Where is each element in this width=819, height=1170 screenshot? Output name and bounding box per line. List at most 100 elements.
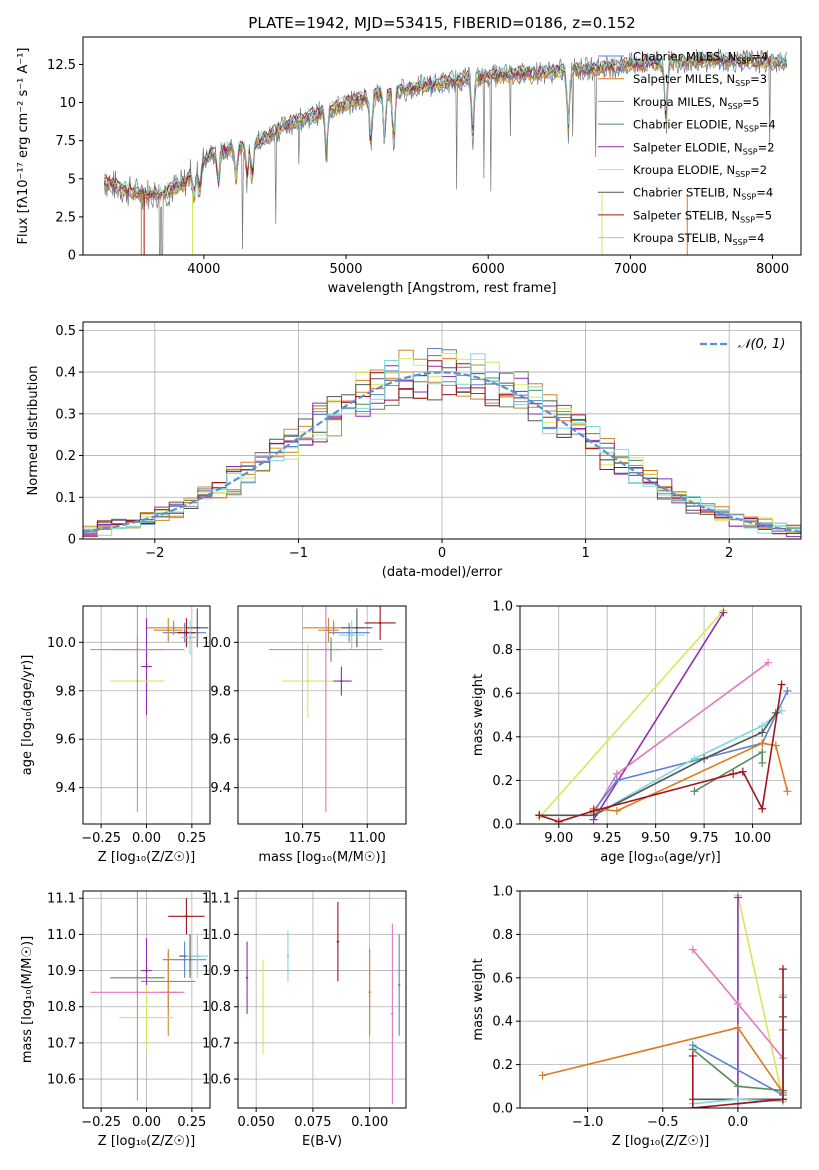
legend-entry: Kroupa MILES, NSSP=5 <box>633 95 759 111</box>
residuals-panel: −2 −1 0 1 2 0 0.1 0.2 0.3 0.4 0.5 (data-model)/erro… <box>26 321 802 580</box>
y-tick-label: 0.8 <box>492 643 513 658</box>
data-point <box>286 954 290 958</box>
weight-marker <box>690 754 699 763</box>
weight-line <box>592 612 725 821</box>
data-point <box>172 626 175 629</box>
data-point <box>347 631 351 634</box>
y-tick-label: 1.0 <box>492 600 513 615</box>
x-tick-label: 0.00 <box>132 1115 161 1130</box>
data-point <box>136 991 139 994</box>
y-axis-label: mass [log₁₀(M/M☉)] <box>20 936 35 1063</box>
y-tick-label: 0.2 <box>492 774 513 789</box>
y-tick-label: 0 <box>68 533 76 548</box>
weight-marker <box>688 1104 697 1108</box>
weight-marker <box>758 728 767 737</box>
weight-marker <box>778 965 787 974</box>
data-point <box>391 1012 394 1016</box>
y-tick-label: 10.9 <box>47 964 76 979</box>
spectrum-panel: 4000 5000 6000 7000 8000 0 2.5 5 7.5 10 12.5 wavele… <box>16 36 802 296</box>
weight_vs_Z-plot-area <box>538 891 787 1108</box>
weight-marker <box>729 769 738 778</box>
x-tick-label: 0.25 <box>177 831 206 846</box>
data-point <box>324 648 328 651</box>
weight_vs_age-plot-area <box>535 606 792 824</box>
x-tick-label: 8000 <box>756 262 789 277</box>
x-tick-label: 7000 <box>614 262 647 277</box>
weight-marker <box>719 608 728 617</box>
x-tick-label: −0.25 <box>81 1115 121 1130</box>
x-tick-label: 0.0 <box>728 1115 749 1130</box>
y-tick-label: 1.0 <box>492 885 513 900</box>
mass_vs_Z-plot-area <box>90 891 209 1101</box>
weight-marker <box>771 741 780 750</box>
mass_vs_EBV-panel: 0.050 0.075 0.100 10.6 10.7 10.8 10.9 11.0 11.1 E… <box>202 890 407 1149</box>
data-point <box>261 1005 265 1008</box>
x-tick-label: 10.75 <box>284 831 321 846</box>
y-tick-label: 0.6 <box>492 971 513 986</box>
weight-marker <box>777 706 786 715</box>
x-tick-label: −1 <box>289 546 308 561</box>
x-tick-label: 2 <box>725 546 733 561</box>
weight-line <box>538 609 725 819</box>
x-tick-label: 1 <box>581 546 589 561</box>
x-tick-label: 9.25 <box>593 831 622 846</box>
weight-marker <box>783 787 792 796</box>
weight-marker <box>778 1095 787 1104</box>
legend-entry: Chabrier MILES, NSSP=4 <box>633 50 768 66</box>
x-tick-label: −0.25 <box>81 831 121 846</box>
age_vs_mass-panel: 10.75 11.00 9.4 9.6 9.8 10.0 mass [log₁₀(M/M☉)… <box>202 605 407 865</box>
y-axis-label: age [log₁₀(age/yr)] <box>20 655 35 776</box>
x-tick-label: 0.00 <box>132 831 161 846</box>
data-point <box>136 648 139 651</box>
weight-line <box>592 662 769 814</box>
data-point <box>336 940 340 943</box>
data-point <box>145 1016 148 1019</box>
y-tick-label: 0.0 <box>492 818 513 833</box>
x-tick-label: 0 <box>438 546 446 561</box>
spectrum-plot-area <box>103 48 788 255</box>
residuals-plot-area <box>83 348 801 539</box>
legend-entry: Kroupa STELIB, NSSP=4 <box>633 231 764 247</box>
age_vs_Z-plot-area <box>90 606 209 812</box>
x-tick-label: 0.25 <box>177 1115 206 1130</box>
x-tick-label: 9.75 <box>690 831 719 846</box>
y-tick-label: 0.4 <box>492 730 513 745</box>
y-tick-label: 0.6 <box>492 687 513 702</box>
y-tick-label: 11.0 <box>47 928 76 943</box>
x-axis-label: E(B-V) <box>302 1134 342 1149</box>
weight-marker <box>690 787 699 796</box>
data-point <box>378 621 382 625</box>
x-tick-label: 4000 <box>187 262 220 277</box>
y-tick-label: 9.8 <box>55 684 76 699</box>
weight-marker <box>554 817 563 824</box>
weight-marker <box>758 804 767 813</box>
data-point <box>183 958 186 961</box>
data-point <box>196 626 199 629</box>
x-tick-label: 0.050 <box>238 1115 275 1130</box>
data-point <box>145 969 148 972</box>
y-tick-label: 10.7 <box>202 1036 231 1051</box>
weight-line <box>737 895 784 1100</box>
y-tick-label: 0 <box>68 249 76 264</box>
weight-marker <box>733 1082 742 1091</box>
x-tick-label: 0.100 <box>351 1115 388 1130</box>
weight-marker <box>700 754 709 763</box>
data-point <box>196 954 199 958</box>
weight-line <box>539 684 783 823</box>
x-tick-label: 11.00 <box>349 831 386 846</box>
data-point <box>397 983 401 987</box>
y-tick-label: 10.8 <box>202 1000 231 1015</box>
x-axis-label: age [log₁₀(age/yr)] <box>600 850 721 865</box>
weight-marker <box>733 893 742 902</box>
y-tick-label: 10.9 <box>202 964 231 979</box>
y-tick-label: 10.6 <box>47 1073 76 1088</box>
data-point <box>245 976 249 979</box>
y-tick-label: 0.3 <box>55 407 76 422</box>
x-axis-label: wavelength [Angstrom, rest frame] <box>328 281 557 296</box>
legend-entry: Kroupa ELODIE, NSSP=2 <box>633 163 767 179</box>
weight_vs_Z-panel: −1.0 −0.5 0.0 0.0 0.2 0.4 0.6 0.8 1.0 Z [log₁₀(Z/… <box>471 885 802 1149</box>
weight-marker <box>758 748 767 757</box>
data-point <box>185 915 188 918</box>
weight-marker <box>535 811 544 820</box>
